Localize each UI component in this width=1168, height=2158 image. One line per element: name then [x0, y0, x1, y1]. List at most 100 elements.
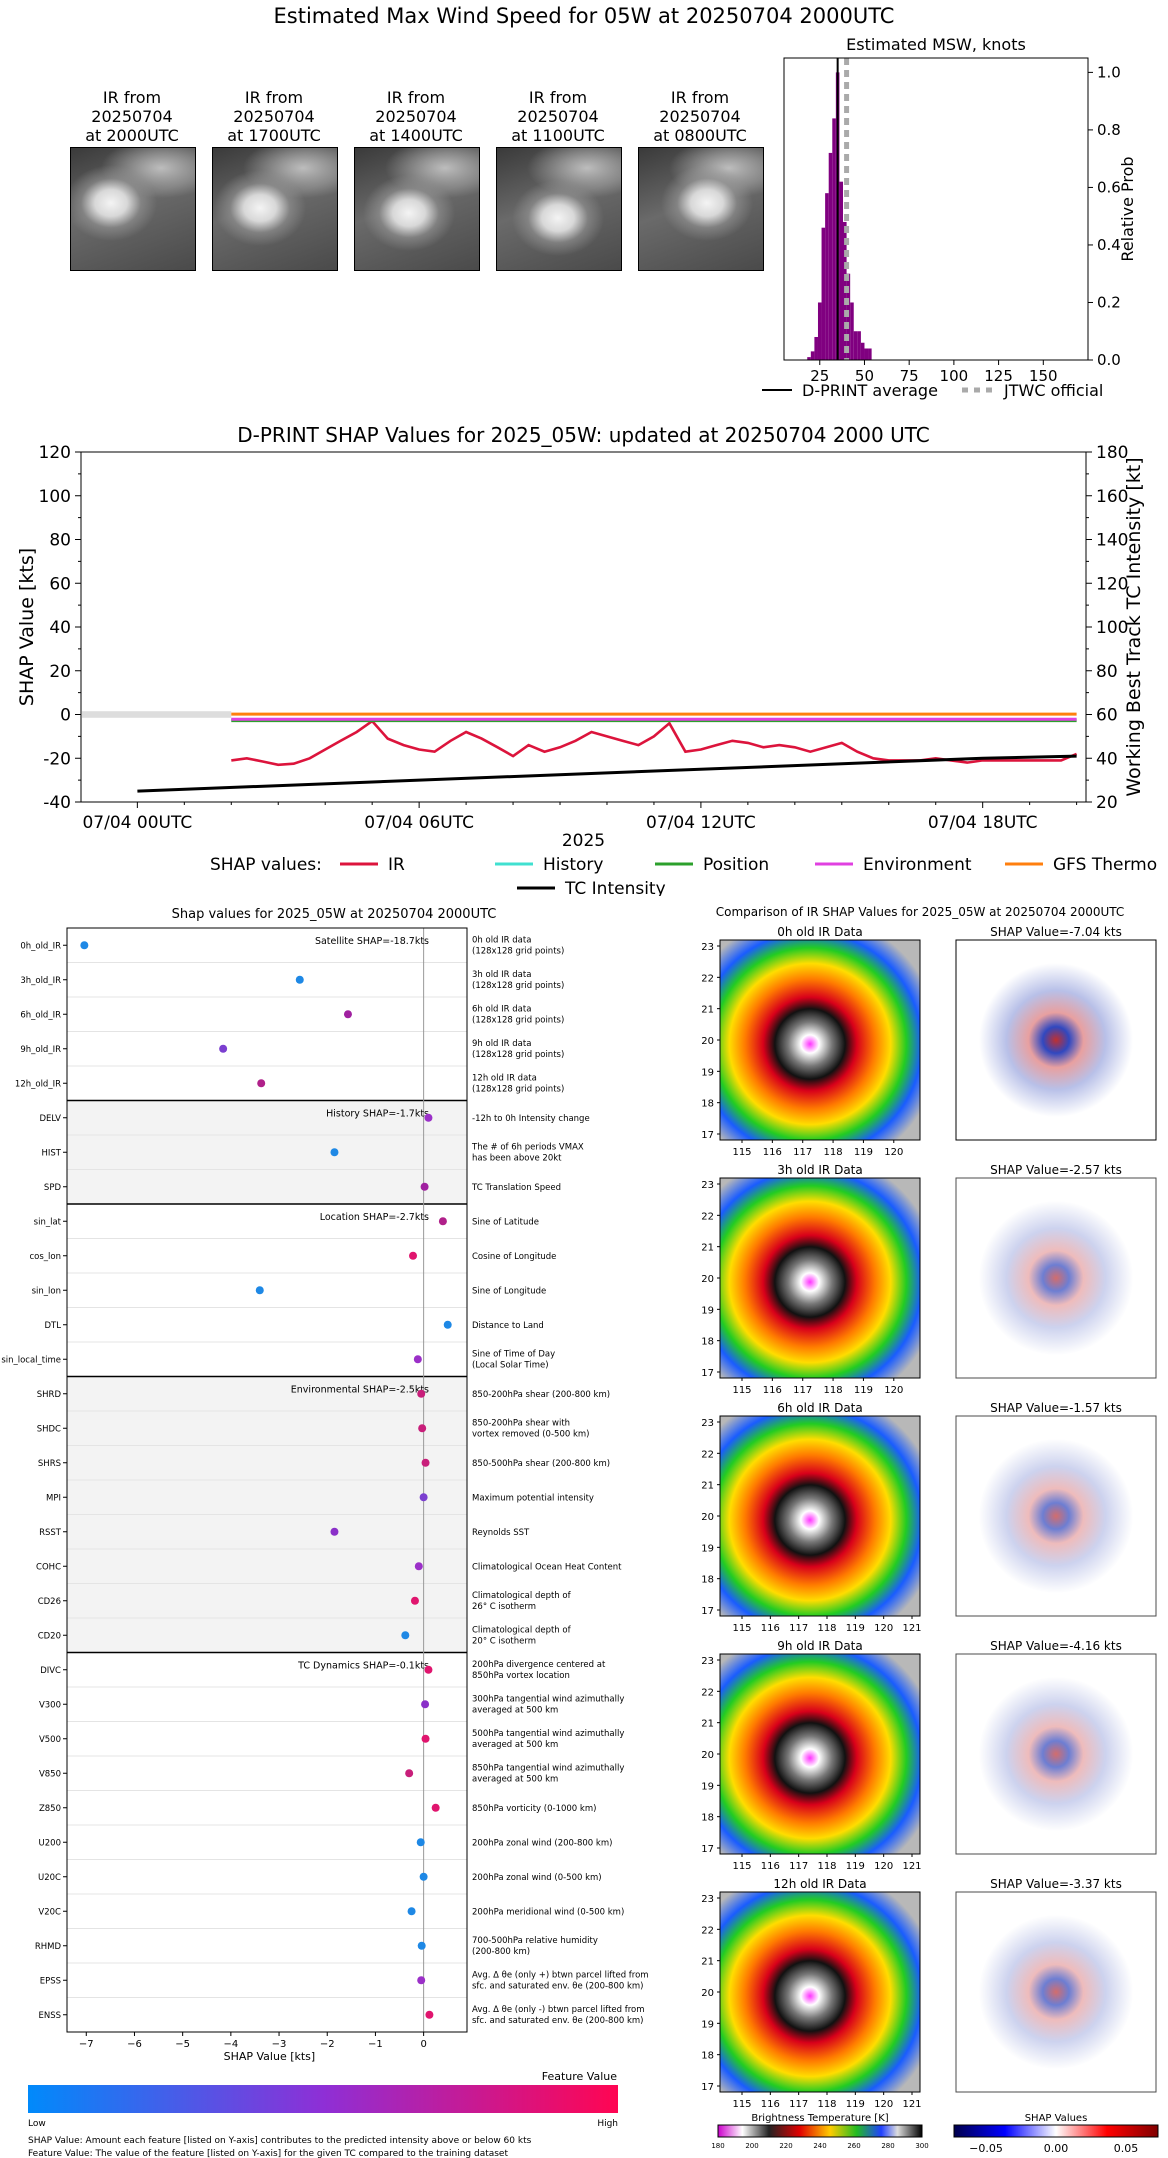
- y-tick-label: 0.2: [1097, 293, 1121, 311]
- feature-name: V20C: [38, 1907, 61, 1917]
- feature-point: [421, 1700, 430, 1709]
- shap-panel-image: [955, 1891, 1157, 2093]
- histogram-bar: [860, 342, 865, 360]
- bt-tick-label: 200: [745, 2142, 758, 2150]
- legend-label: Environment: [863, 855, 972, 875]
- legend-label-jtwc: JTWC official: [1003, 381, 1103, 400]
- x-tick-label: −5: [175, 2039, 190, 2050]
- feature-name: MPI: [46, 1493, 61, 1503]
- feature-value-low: Low: [28, 2119, 46, 2129]
- x-tick-label: 50: [855, 367, 874, 385]
- shap-colorbar: [953, 2124, 1159, 2138]
- feature-point: [405, 1769, 414, 1778]
- x-tick-label: 07/04 12UTC: [646, 813, 756, 833]
- ir-y-tick-label: 18: [701, 1099, 714, 1110]
- timeseries-title: D-PRINT SHAP Values for 2025_05W: update…: [237, 423, 929, 447]
- feature-point: [295, 975, 304, 984]
- feature-name: EPSS: [40, 1976, 61, 1986]
- feature-name: sin_lat: [34, 1217, 62, 1227]
- ir-panel-title: 9h old IR Data: [777, 1639, 863, 1653]
- feature-point: [417, 1389, 426, 1398]
- x-tick-label: −4: [223, 2039, 238, 2050]
- group-label: Environmental SHAP=-2.5kts: [291, 1385, 429, 1396]
- feature-point: [421, 1458, 430, 1467]
- bt-tick-label: 240: [813, 2142, 826, 2150]
- y-tick-label: 100: [39, 487, 71, 507]
- ir-y-tick-label: 22: [701, 1211, 714, 1222]
- feature-description: 850hPa vortex location: [472, 1671, 570, 1681]
- feature-name: 0h_old_IR: [20, 941, 61, 951]
- ir-panel-image: [719, 1891, 921, 2093]
- feature-shap-chart: Shap values for 2025_05W at 20250704 200…: [1, 907, 649, 2158]
- shap-panel-title: SHAP Value=-7.04 kts: [990, 925, 1122, 939]
- feature-name: SHRD: [37, 1390, 62, 1400]
- feature-name: U20C: [38, 1873, 61, 1883]
- feature-point: [401, 1631, 410, 1640]
- legend-label: History: [543, 855, 603, 875]
- feature-description: 200hPa zonal wind (200-800 km): [472, 1838, 612, 1848]
- histogram-bar: [807, 357, 811, 360]
- feature-value-title: Feature Value: [542, 2070, 618, 2083]
- feature-description: Avg. Δ θe (only +) btwn parcel lifted fr…: [472, 1970, 649, 1980]
- footnote-shap: SHAP Value: Amount each feature [listed …: [28, 2136, 532, 2146]
- feature-name: 12h_old_IR: [15, 1079, 61, 1089]
- bt-tick-label: 300: [915, 2142, 928, 2150]
- ir-thumbnail-title-line: IR from: [244, 88, 304, 107]
- feature-point: [419, 1872, 428, 1881]
- ir-x-tick-label: 119: [846, 1623, 865, 1634]
- timeseries-xlabel: 2025: [562, 831, 605, 851]
- feature-description: 12h old IR data: [472, 1073, 537, 1083]
- group-shade: [67, 1100, 467, 1204]
- feature-description: Sine of Latitude: [472, 1217, 539, 1227]
- y-tick-label: 0: [60, 706, 71, 726]
- y-tick-label: -40: [43, 793, 71, 813]
- feature-name: U200: [39, 1838, 61, 1848]
- histogram-bar: [857, 331, 861, 360]
- ir-x-tick-label: 119: [854, 1147, 873, 1158]
- ir-y-tick-label: 19: [701, 1067, 714, 1078]
- y2-tick-label: 180: [1096, 443, 1128, 463]
- ir-x-tick-label: 118: [817, 1623, 836, 1634]
- legend-label: Position: [703, 855, 769, 875]
- feature-frame: [66, 927, 468, 2033]
- y2-tick-label: 80: [1096, 662, 1118, 682]
- x-tick-label: 75: [900, 367, 919, 385]
- y2-tick-label: 100: [1096, 618, 1128, 638]
- ir-y-tick-label: 22: [701, 973, 714, 984]
- histogram-bar: [810, 351, 815, 360]
- y-tick-label: 20: [49, 662, 71, 682]
- ir-thumbnail-title-line: at 0800UTC: [653, 126, 747, 145]
- feature-description: sfc. and saturated env. θe (200-800 km): [472, 1981, 644, 1991]
- feature-description: 850hPa vorticity (0-1000 km): [472, 1804, 596, 1814]
- feature-description: 850-200hPa shear with: [472, 1418, 570, 1428]
- group-label: History SHAP=-1.7kts: [326, 1109, 429, 1120]
- ir-x-tick-label: 117: [789, 1861, 808, 1872]
- histogram-bar: [839, 181, 844, 360]
- feature-description: Sine of Longitude: [472, 1286, 546, 1296]
- histogram-bar: [868, 348, 872, 360]
- feature-name: 9h_old_IR: [20, 1045, 61, 1055]
- histogram-bar: [817, 302, 822, 360]
- shap-colorbar-label: SHAP Values: [1025, 2113, 1088, 2124]
- feature-xlabel: SHAP Value [kts]: [224, 2050, 316, 2063]
- feature-point: [438, 1217, 447, 1226]
- feature-value-high: High: [597, 2119, 618, 2129]
- ir-panel-title: 3h old IR Data: [777, 1163, 863, 1177]
- ir-y-tick-label: 23: [701, 1418, 714, 1429]
- ir-y-tick-label: 23: [701, 1656, 714, 1667]
- feature-description: 700-500hPa relative humidity: [472, 1936, 598, 1946]
- ir-x-tick-label: 115: [732, 1147, 751, 1158]
- ir-x-tick-label: 117: [793, 1385, 812, 1396]
- feature-description: The # of 6h periods VMAX: [471, 1142, 584, 1152]
- feature-description: (128x128 grid points): [472, 1084, 564, 1094]
- ir-thumbnail-image: [212, 147, 338, 271]
- ir-y-tick-label: 19: [701, 1543, 714, 1554]
- ir-y-tick-label: 19: [701, 1305, 714, 1316]
- histogram-bar: [832, 118, 836, 361]
- feature-description: TC Translation Speed: [471, 1183, 561, 1193]
- legend-title: SHAP values:: [210, 855, 322, 875]
- feature-point: [419, 1493, 428, 1502]
- ir-thumbnail-title-line: at 2000UTC: [85, 126, 179, 145]
- zero-band: [82, 711, 232, 718]
- legend-label: TC Intensity: [564, 879, 666, 896]
